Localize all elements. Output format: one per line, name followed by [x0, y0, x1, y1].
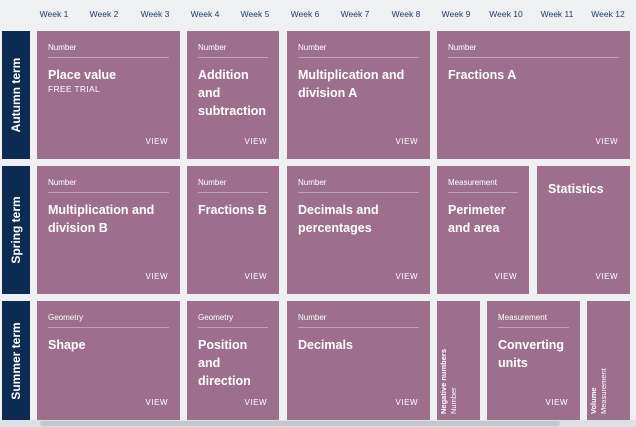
card-title: Volume: [588, 387, 598, 414]
week-label: Week 12: [591, 9, 625, 19]
card-category: Measurement: [498, 313, 569, 328]
term-label-spring: Spring term: [2, 166, 30, 294]
card-category: Number: [48, 43, 169, 58]
card-category: Measurement: [448, 178, 518, 193]
horizontal-scrollbar[interactable]: [0, 420, 636, 427]
unit-card-converting-units[interactable]: Measurement Converting units VIEW: [487, 301, 580, 420]
view-link[interactable]: VIEW: [395, 137, 418, 146]
unit-card-position-direction[interactable]: Geometry Position and direction VIEW: [187, 301, 279, 420]
term-label-autumn: Autumn term: [2, 31, 30, 159]
card-category: Measurement: [598, 368, 608, 414]
unit-card-addition-subtraction[interactable]: Number Addition and subtraction VIEW: [187, 31, 279, 159]
week-label: Week 10: [489, 9, 523, 19]
week-label: Week 3: [140, 9, 170, 19]
week-header: Week 1 Week 2 Week 3 Week 4 Week 5 Week …: [0, 0, 636, 28]
unit-card-place-value[interactable]: Number Place value FREE TRIAL VIEW: [37, 31, 180, 159]
week-label: Week 4: [190, 9, 220, 19]
card-category: Number: [298, 178, 419, 193]
unit-card-negative-numbers[interactable]: Negative numbers Number: [437, 301, 480, 420]
card-title: Fractions A: [448, 68, 517, 82]
card-title: Decimals: [298, 338, 353, 352]
week-label: Week 6: [290, 9, 320, 19]
card-title: Perimeter and area: [448, 203, 506, 235]
unit-card-decimals[interactable]: Number Decimals VIEW: [287, 301, 430, 420]
view-link[interactable]: VIEW: [145, 398, 168, 407]
view-link[interactable]: VIEW: [244, 137, 267, 146]
card-title: Statistics: [548, 182, 604, 196]
card-category: Number: [48, 178, 169, 193]
card-category: Number: [448, 43, 619, 58]
view-link[interactable]: VIEW: [395, 398, 418, 407]
card-category: Number: [298, 313, 419, 328]
week-label: Week 9: [441, 9, 471, 19]
week-label: Week 8: [391, 9, 421, 19]
card-title: Addition and subtraction: [198, 68, 267, 118]
view-link[interactable]: VIEW: [595, 137, 618, 146]
card-title: Multiplication and division B: [48, 203, 155, 235]
card-category: Number: [448, 387, 458, 414]
term-label-summer: Summer term: [2, 301, 30, 420]
card-category: Geometry: [48, 313, 169, 328]
card-category: Number: [198, 43, 268, 58]
unit-card-multiplication-division-b[interactable]: Number Multiplication and division B VIE…: [37, 166, 180, 294]
card-title: Negative numbers: [438, 348, 448, 414]
week-label: Week 11: [540, 9, 574, 19]
card-title: Place value: [48, 68, 117, 82]
unit-card-perimeter-area[interactable]: Measurement Perimeter and area VIEW: [437, 166, 529, 294]
card-category: Geometry: [198, 313, 268, 328]
card-title: Shape: [48, 338, 86, 352]
card-title: Multiplication and division A: [298, 68, 405, 100]
view-link[interactable]: VIEW: [545, 398, 568, 407]
view-link[interactable]: VIEW: [244, 272, 267, 281]
view-link[interactable]: VIEW: [395, 272, 418, 281]
week-label: Week 7: [340, 9, 370, 19]
week-label: Week 1: [39, 9, 69, 19]
week-label: Week 5: [240, 9, 270, 19]
card-title: Fractions B: [198, 203, 267, 217]
unit-card-decimals-percentages[interactable]: Number Decimals and percentages VIEW: [287, 166, 430, 294]
card-title: Converting units: [498, 338, 564, 370]
view-link[interactable]: VIEW: [494, 272, 517, 281]
unit-card-fractions-b[interactable]: Number Fractions B VIEW: [187, 166, 279, 294]
unit-card-fractions-a[interactable]: Number Fractions A VIEW: [437, 31, 630, 159]
week-label: Week 2: [89, 9, 119, 19]
scrollbar-thumb[interactable]: [40, 421, 560, 426]
card-category: Number: [198, 178, 268, 193]
unit-card-statistics[interactable]: Statistics VIEW: [537, 166, 630, 294]
card-title: Position and direction: [198, 338, 251, 388]
view-link[interactable]: VIEW: [244, 398, 267, 407]
unit-card-multiplication-division-a[interactable]: Number Multiplication and division A VIE…: [287, 31, 430, 159]
unit-card-shape[interactable]: Geometry Shape VIEW: [37, 301, 180, 420]
card-category: Number: [298, 43, 419, 58]
view-link[interactable]: VIEW: [145, 272, 168, 281]
view-link[interactable]: VIEW: [145, 137, 168, 146]
view-link[interactable]: VIEW: [595, 272, 618, 281]
unit-card-volume[interactable]: Volume Measurement: [587, 301, 630, 420]
card-title: Decimals and percentages: [298, 203, 379, 235]
free-trial-label: FREE TRIAL: [48, 84, 100, 94]
